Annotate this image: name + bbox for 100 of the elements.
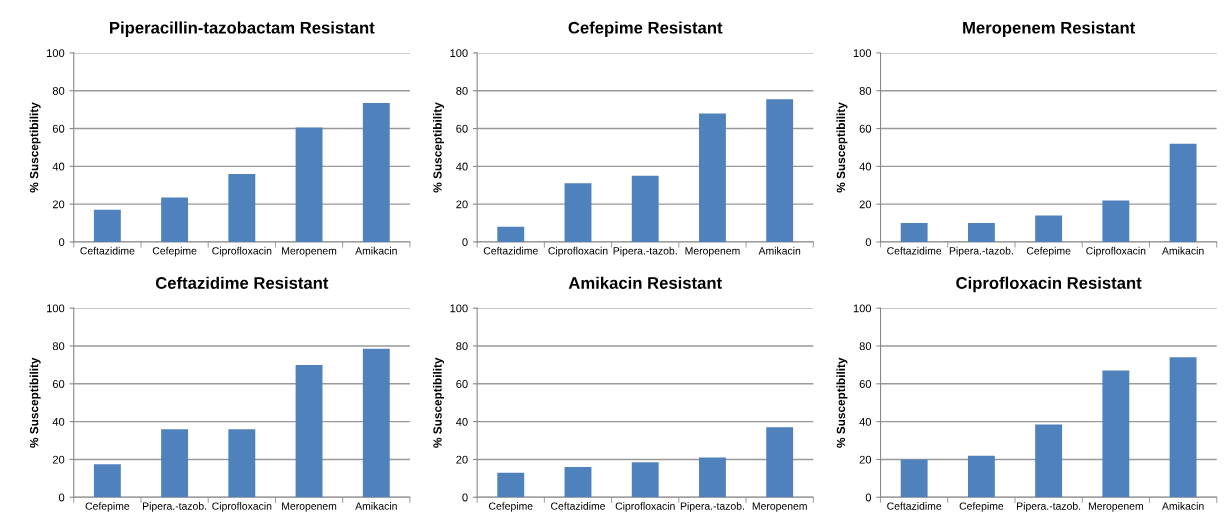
bar xyxy=(161,429,189,498)
bar xyxy=(564,467,592,498)
bar xyxy=(228,173,256,242)
bar xyxy=(1035,424,1063,498)
x-tick-label: Pipera.-tazob. xyxy=(949,246,1013,257)
x-tick-label: Cefepime xyxy=(959,502,1004,512)
y-tick-label: 100 xyxy=(47,304,65,313)
chart-title: Piperacillin-tazobactam Resistant xyxy=(110,21,375,37)
bar xyxy=(900,459,928,498)
bar xyxy=(362,103,390,242)
x-tick-label: Meropenem xyxy=(282,502,337,512)
x-tick-label: Cefepime xyxy=(85,502,130,512)
y-tick-label: 60 xyxy=(456,380,468,388)
x-tick-label: Cefepime xyxy=(1026,246,1071,257)
x-tick-label: Amikacin xyxy=(355,502,397,510)
y-tick-label: 0 xyxy=(462,238,468,247)
chart-title: Cefepime Resistant xyxy=(568,21,723,37)
y-tick-label: 40 xyxy=(52,417,65,426)
chart-title: Meropenem Resistant xyxy=(963,21,1136,37)
y-tick-label: 100 xyxy=(853,49,872,58)
y-tick-label: 20 xyxy=(52,455,65,464)
y-tick-label: 80 xyxy=(52,342,65,351)
y-tick-label: 60 xyxy=(456,124,468,133)
y-tick-label: 60 xyxy=(859,124,872,133)
x-tick-label: Amikacin xyxy=(1161,502,1204,510)
x-tick-label: Ceftazidime xyxy=(887,246,942,255)
bar xyxy=(93,464,121,498)
x-tick-label: Pipera.-tazob. xyxy=(1017,502,1081,512)
y-tick-label: 80 xyxy=(456,342,468,351)
y-tick-label: 40 xyxy=(456,162,468,171)
y-tick-label: 40 xyxy=(859,417,872,426)
bar xyxy=(967,455,995,498)
y-axis-title: % Susceptibility xyxy=(29,102,41,193)
x-tick-label: Cefepime xyxy=(489,502,533,512)
bar xyxy=(699,457,726,498)
y-axis-title: % Susceptibility xyxy=(836,357,848,448)
x-tick-label: Meropenem xyxy=(1088,502,1143,512)
x-tick-label: Cefepime xyxy=(152,246,197,257)
y-tick-label: 20 xyxy=(52,200,65,209)
y-tick-label: 40 xyxy=(52,162,65,171)
bar xyxy=(631,175,659,242)
x-tick-label: Amikacin xyxy=(355,246,397,255)
y-tick-label: 40 xyxy=(456,417,468,426)
x-tick-label: Ceftazidime xyxy=(483,246,538,255)
x-tick-label: Ceftazidime xyxy=(551,502,606,510)
x-tick-label: Meropenem xyxy=(752,502,807,512)
y-tick-label: 0 xyxy=(58,238,65,247)
y-tick-label: 20 xyxy=(456,200,468,209)
bar xyxy=(161,197,189,242)
x-tick-label: Ceftazidime xyxy=(887,502,942,510)
bar xyxy=(1102,370,1130,498)
y-tick-label: 0 xyxy=(865,493,872,502)
bar xyxy=(900,223,928,242)
y-tick-label: 0 xyxy=(58,493,65,502)
bar xyxy=(295,364,323,498)
bar xyxy=(766,427,794,498)
x-tick-label: Pipera.-tazob. xyxy=(613,246,677,257)
bar xyxy=(362,348,390,498)
bar xyxy=(1035,215,1063,242)
x-tick-label: Pipera.-tazob. xyxy=(143,502,207,512)
bar xyxy=(631,462,659,498)
bar xyxy=(497,472,525,498)
y-tick-label: 100 xyxy=(47,49,65,58)
bar xyxy=(497,226,525,242)
y-tick-label: 100 xyxy=(853,304,872,313)
x-tick-label: Ciprofloxacin xyxy=(548,246,608,257)
chart-title: Amikacin Resistant xyxy=(568,276,722,289)
y-tick-label: 20 xyxy=(859,200,872,209)
y-tick-label: 0 xyxy=(462,493,468,502)
x-tick-label: Meropenem xyxy=(685,247,740,257)
bar xyxy=(1169,143,1197,242)
y-tick-label: 80 xyxy=(859,86,872,95)
y-tick-label: 80 xyxy=(52,86,65,95)
bar xyxy=(1102,200,1130,242)
x-tick-label: Ciprofloxacin xyxy=(212,246,272,257)
x-tick-label: Amikacin xyxy=(758,246,801,255)
bar xyxy=(93,209,121,242)
x-tick-label: Ciprofloxacin xyxy=(615,502,675,512)
y-tick-label: 20 xyxy=(456,455,468,464)
y-tick-label: 100 xyxy=(450,304,468,313)
x-tick-label: Ciprofloxacin xyxy=(1086,246,1146,257)
x-tick-label: Amikacin xyxy=(1161,246,1204,255)
y-tick-label: 100 xyxy=(450,49,468,58)
y-tick-label: 80 xyxy=(859,342,872,351)
bar xyxy=(1169,357,1197,498)
x-tick-label: Ciprofloxacin xyxy=(212,502,272,512)
y-tick-label: 0 xyxy=(865,238,872,247)
y-tick-label: 20 xyxy=(859,455,872,464)
bar xyxy=(564,183,592,242)
x-tick-label: Meropenem xyxy=(282,247,337,257)
chart-title: Ciprofloxacin Resistant xyxy=(956,276,1142,293)
x-tick-label: Pipera.-tazob. xyxy=(680,502,744,512)
y-axis-title: % Susceptibility xyxy=(836,102,848,193)
y-axis-title: % Susceptibility xyxy=(29,357,41,448)
y-tick-label: 60 xyxy=(52,124,65,133)
bar xyxy=(699,113,726,242)
bar xyxy=(967,223,995,242)
y-axis-title: % Susceptibility xyxy=(433,357,445,448)
y-axis-title: % Susceptibility xyxy=(433,102,445,193)
x-tick-label: Ceftazidime xyxy=(80,246,135,255)
